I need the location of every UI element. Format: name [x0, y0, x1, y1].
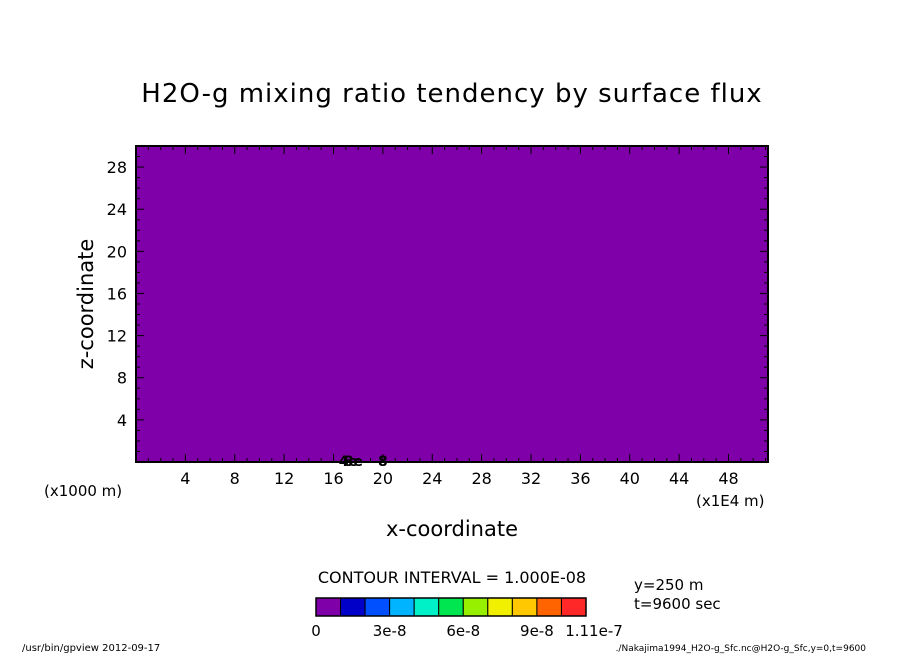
- x-axis-label: x-coordinate: [386, 517, 518, 541]
- colorbar-swatch: [511, 597, 538, 617]
- colorbar-tick-label: 1.11e-7: [565, 622, 623, 640]
- x-tick-label: 36: [570, 469, 590, 488]
- colorbar-frame: [315, 597, 587, 617]
- x-tick-label: 44: [669, 469, 689, 488]
- colorbar-swatch: [560, 597, 587, 617]
- colorbar-swatch: [364, 597, 391, 617]
- y-tick-label: 20: [107, 242, 127, 261]
- x-tick-label: 8: [230, 469, 240, 488]
- y-tick-label: 16: [107, 284, 127, 303]
- x-tick-label: 12: [274, 469, 294, 488]
- x-unit-label: (x1E4 m): [696, 492, 765, 510]
- contour-label: 8e: [344, 454, 363, 470]
- colorbar: [315, 597, 587, 617]
- slice-label: y=250 m: [634, 576, 703, 594]
- contour-label: 8: [378, 454, 388, 470]
- colorbar-swatch: [315, 597, 342, 617]
- x-tick-label: 28: [471, 469, 491, 488]
- colorbar-tick-label: 0: [311, 622, 321, 640]
- colorbar-tick-label: 3e-8: [373, 622, 407, 640]
- x-tick-label: 4: [180, 469, 190, 488]
- x-tick-label: 40: [620, 469, 640, 488]
- y-tick-label: 24: [107, 200, 127, 219]
- colorbar-tick-label: 6e-8: [446, 622, 480, 640]
- x-tick-label: 48: [718, 469, 738, 488]
- footer-right: ./Nakajima1994_H2O-g_Sfc.nc@H2O-g_Sfc,y=…: [616, 644, 867, 654]
- x-tick-labels: 4 8 12 16 20 24 28 32 36 40 44 48: [180, 469, 738, 488]
- colorbar-tick-label: 9e-8: [520, 622, 554, 640]
- x-tick-label: 20: [373, 469, 393, 488]
- contour-interval: CONTOUR INTERVAL = 1.000E-08: [318, 568, 586, 587]
- colorbar-swatch: [413, 597, 440, 617]
- colorbar-labels: 0 3e-8 6e-8 9e-8 1.11e-7: [311, 622, 623, 640]
- colorbar-swatch: [389, 597, 415, 617]
- y-tick-label: 8: [117, 369, 127, 388]
- y-axis-label: z-coordinate: [74, 239, 98, 370]
- y-tick-label: 28: [107, 158, 127, 177]
- x-tick-label: 24: [422, 469, 442, 488]
- chart-title: H2O-g mixing ratio tendency by surface f…: [141, 79, 762, 109]
- time-label: t=9600 sec: [634, 595, 721, 613]
- contour-label: 4e: [339, 454, 358, 470]
- colorbar-swatch: [462, 597, 489, 617]
- plot-frame: [135, 145, 769, 463]
- colorbar-swatch: [340, 597, 366, 617]
- colorbar-swatch: [536, 597, 562, 617]
- field-fill: [136, 146, 768, 462]
- y-unit-label: (x1000 m): [44, 482, 122, 500]
- footer-left: /usr/bin/gpview 2012-09-17: [22, 643, 160, 654]
- colorbar-swatch: [438, 597, 464, 617]
- x-tick-label: 32: [521, 469, 541, 488]
- y-tick-labels: 4 8 12 16 20 24 28: [107, 158, 127, 430]
- x-tick-label: 16: [323, 469, 343, 488]
- y-tick-label: 4: [117, 411, 127, 430]
- y-tick-label: 12: [107, 327, 127, 346]
- colorbar-swatch: [487, 597, 513, 617]
